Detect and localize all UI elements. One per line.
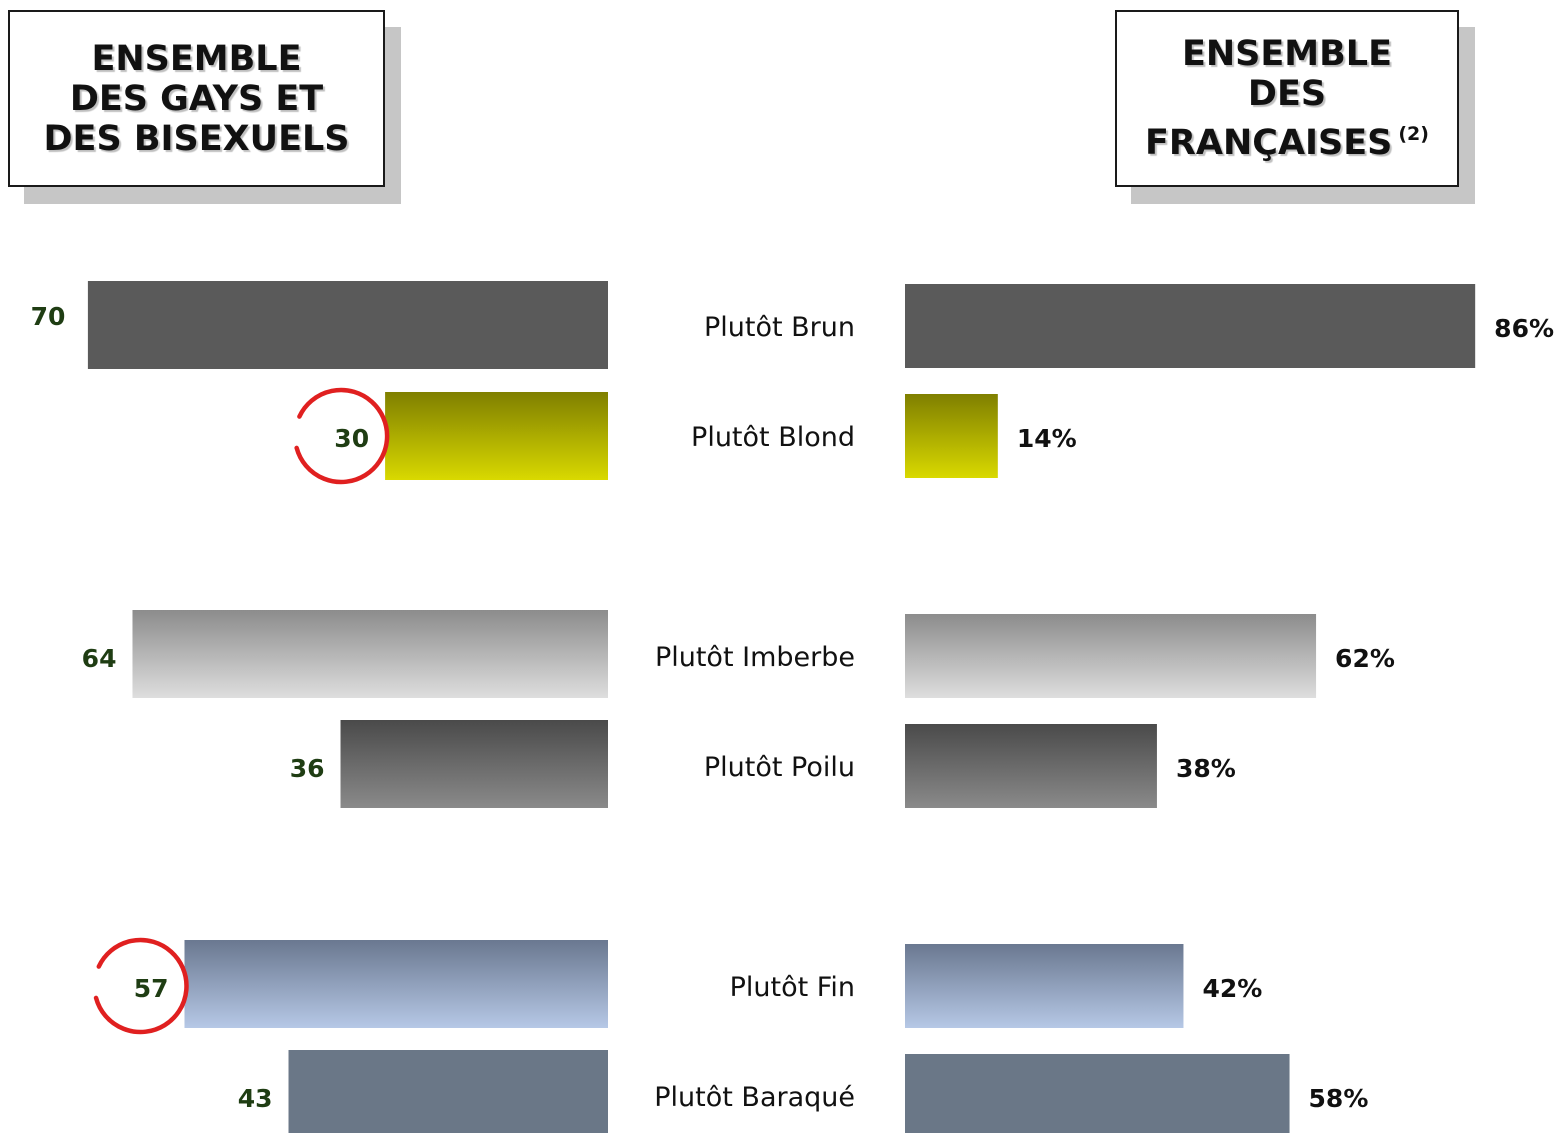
left-value-brun: 70 xyxy=(31,302,66,331)
right-title-note: (2) xyxy=(1398,123,1429,145)
category-labels: Plutôt Brun Plutôt Blond Plutôt Imberbe Plu… xyxy=(654,312,855,1113)
left-value-imberbe: 64 xyxy=(82,644,117,673)
left-value-baraque: 43 xyxy=(238,1084,273,1113)
left-title: ENSEMBLE DES GAYS ET DES BISEXUELS xyxy=(43,38,350,159)
right-bars xyxy=(905,284,1476,1133)
left-value-poilu: 36 xyxy=(290,754,325,783)
right-bar-poilu xyxy=(905,724,1157,808)
category-label-blond: Plutôt Blond xyxy=(691,422,855,453)
category-label-brun: Plutôt Brun xyxy=(704,312,855,343)
left-value-fin: 57 xyxy=(134,974,169,1003)
left-bar-imberbe xyxy=(132,610,609,698)
left-bars xyxy=(87,281,609,1133)
highlight-circle-blond xyxy=(294,387,390,485)
right-bar-baraque xyxy=(905,1054,1290,1133)
left-bar-brun xyxy=(87,281,608,369)
category-label-poilu: Plutôt Poilu xyxy=(704,752,855,783)
highlight-circles xyxy=(93,387,390,1035)
right-bar-brun xyxy=(905,284,1476,368)
left-bar-fin xyxy=(184,940,609,1028)
right-value-imberbe: 62% xyxy=(1335,644,1395,673)
right-title-text: ENSEMBLE DES FRANÇAISES xyxy=(1145,34,1393,163)
right-value-brun: 86% xyxy=(1494,314,1554,343)
right-title: ENSEMBLE DES FRANÇAISES (2) xyxy=(1145,34,1429,163)
left-bar-blond xyxy=(385,392,608,480)
left-value-blond: 30 xyxy=(334,424,369,453)
right-bar-blond xyxy=(905,394,998,478)
highlight-circle-fin xyxy=(93,937,189,1035)
left-bar-poilu xyxy=(340,720,608,808)
right-bar-fin xyxy=(905,944,1184,1028)
left-bar-baraque xyxy=(288,1050,608,1133)
right-value-fin: 42% xyxy=(1202,974,1262,1003)
value-labels: 70 86% 30 14% 64 62% 36 38% 57 42% 43 58% xyxy=(31,302,1554,1113)
category-label-baraque: Plutôt Baraqué xyxy=(654,1082,855,1113)
category-label-fin: Plutôt Fin xyxy=(730,972,855,1003)
right-bar-imberbe xyxy=(905,614,1317,698)
right-value-poilu: 38% xyxy=(1176,754,1236,783)
category-label-imberbe: Plutôt Imberbe xyxy=(655,642,855,673)
right-value-baraque: 58% xyxy=(1309,1084,1369,1113)
right-value-blond: 14% xyxy=(1017,424,1077,453)
